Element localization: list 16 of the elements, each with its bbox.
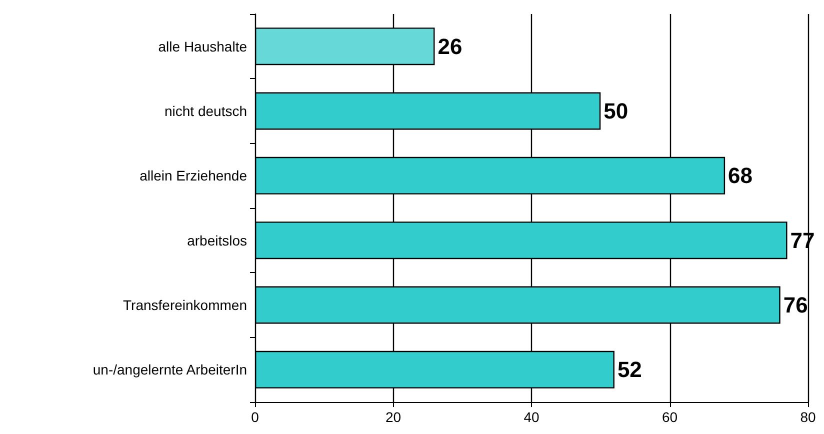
data-label: 50	[604, 98, 628, 124]
data-label: 68	[728, 163, 753, 188]
y-tick-label: arbeitslos	[187, 232, 247, 248]
y-tick-label: un-/angelernte ArbeiterIn	[92, 362, 247, 378]
y-tick-label: alle Haushalte	[158, 38, 248, 54]
x-tick-label: 40	[524, 409, 540, 425]
data-label: 52	[617, 357, 642, 382]
x-tick-label: 20	[385, 409, 402, 425]
data-label: 26	[438, 34, 462, 59]
y-tick-label: allein Erziehende	[140, 168, 248, 184]
y-tick-label: nicht deutsch	[164, 103, 247, 119]
data-label: 76	[783, 292, 808, 318]
y-tick-label: Transfereinkommen	[123, 297, 247, 313]
x-tick-label: 60	[662, 409, 678, 425]
x-tick-label: 0	[251, 409, 260, 425]
x-tick-label: 80	[800, 409, 816, 425]
